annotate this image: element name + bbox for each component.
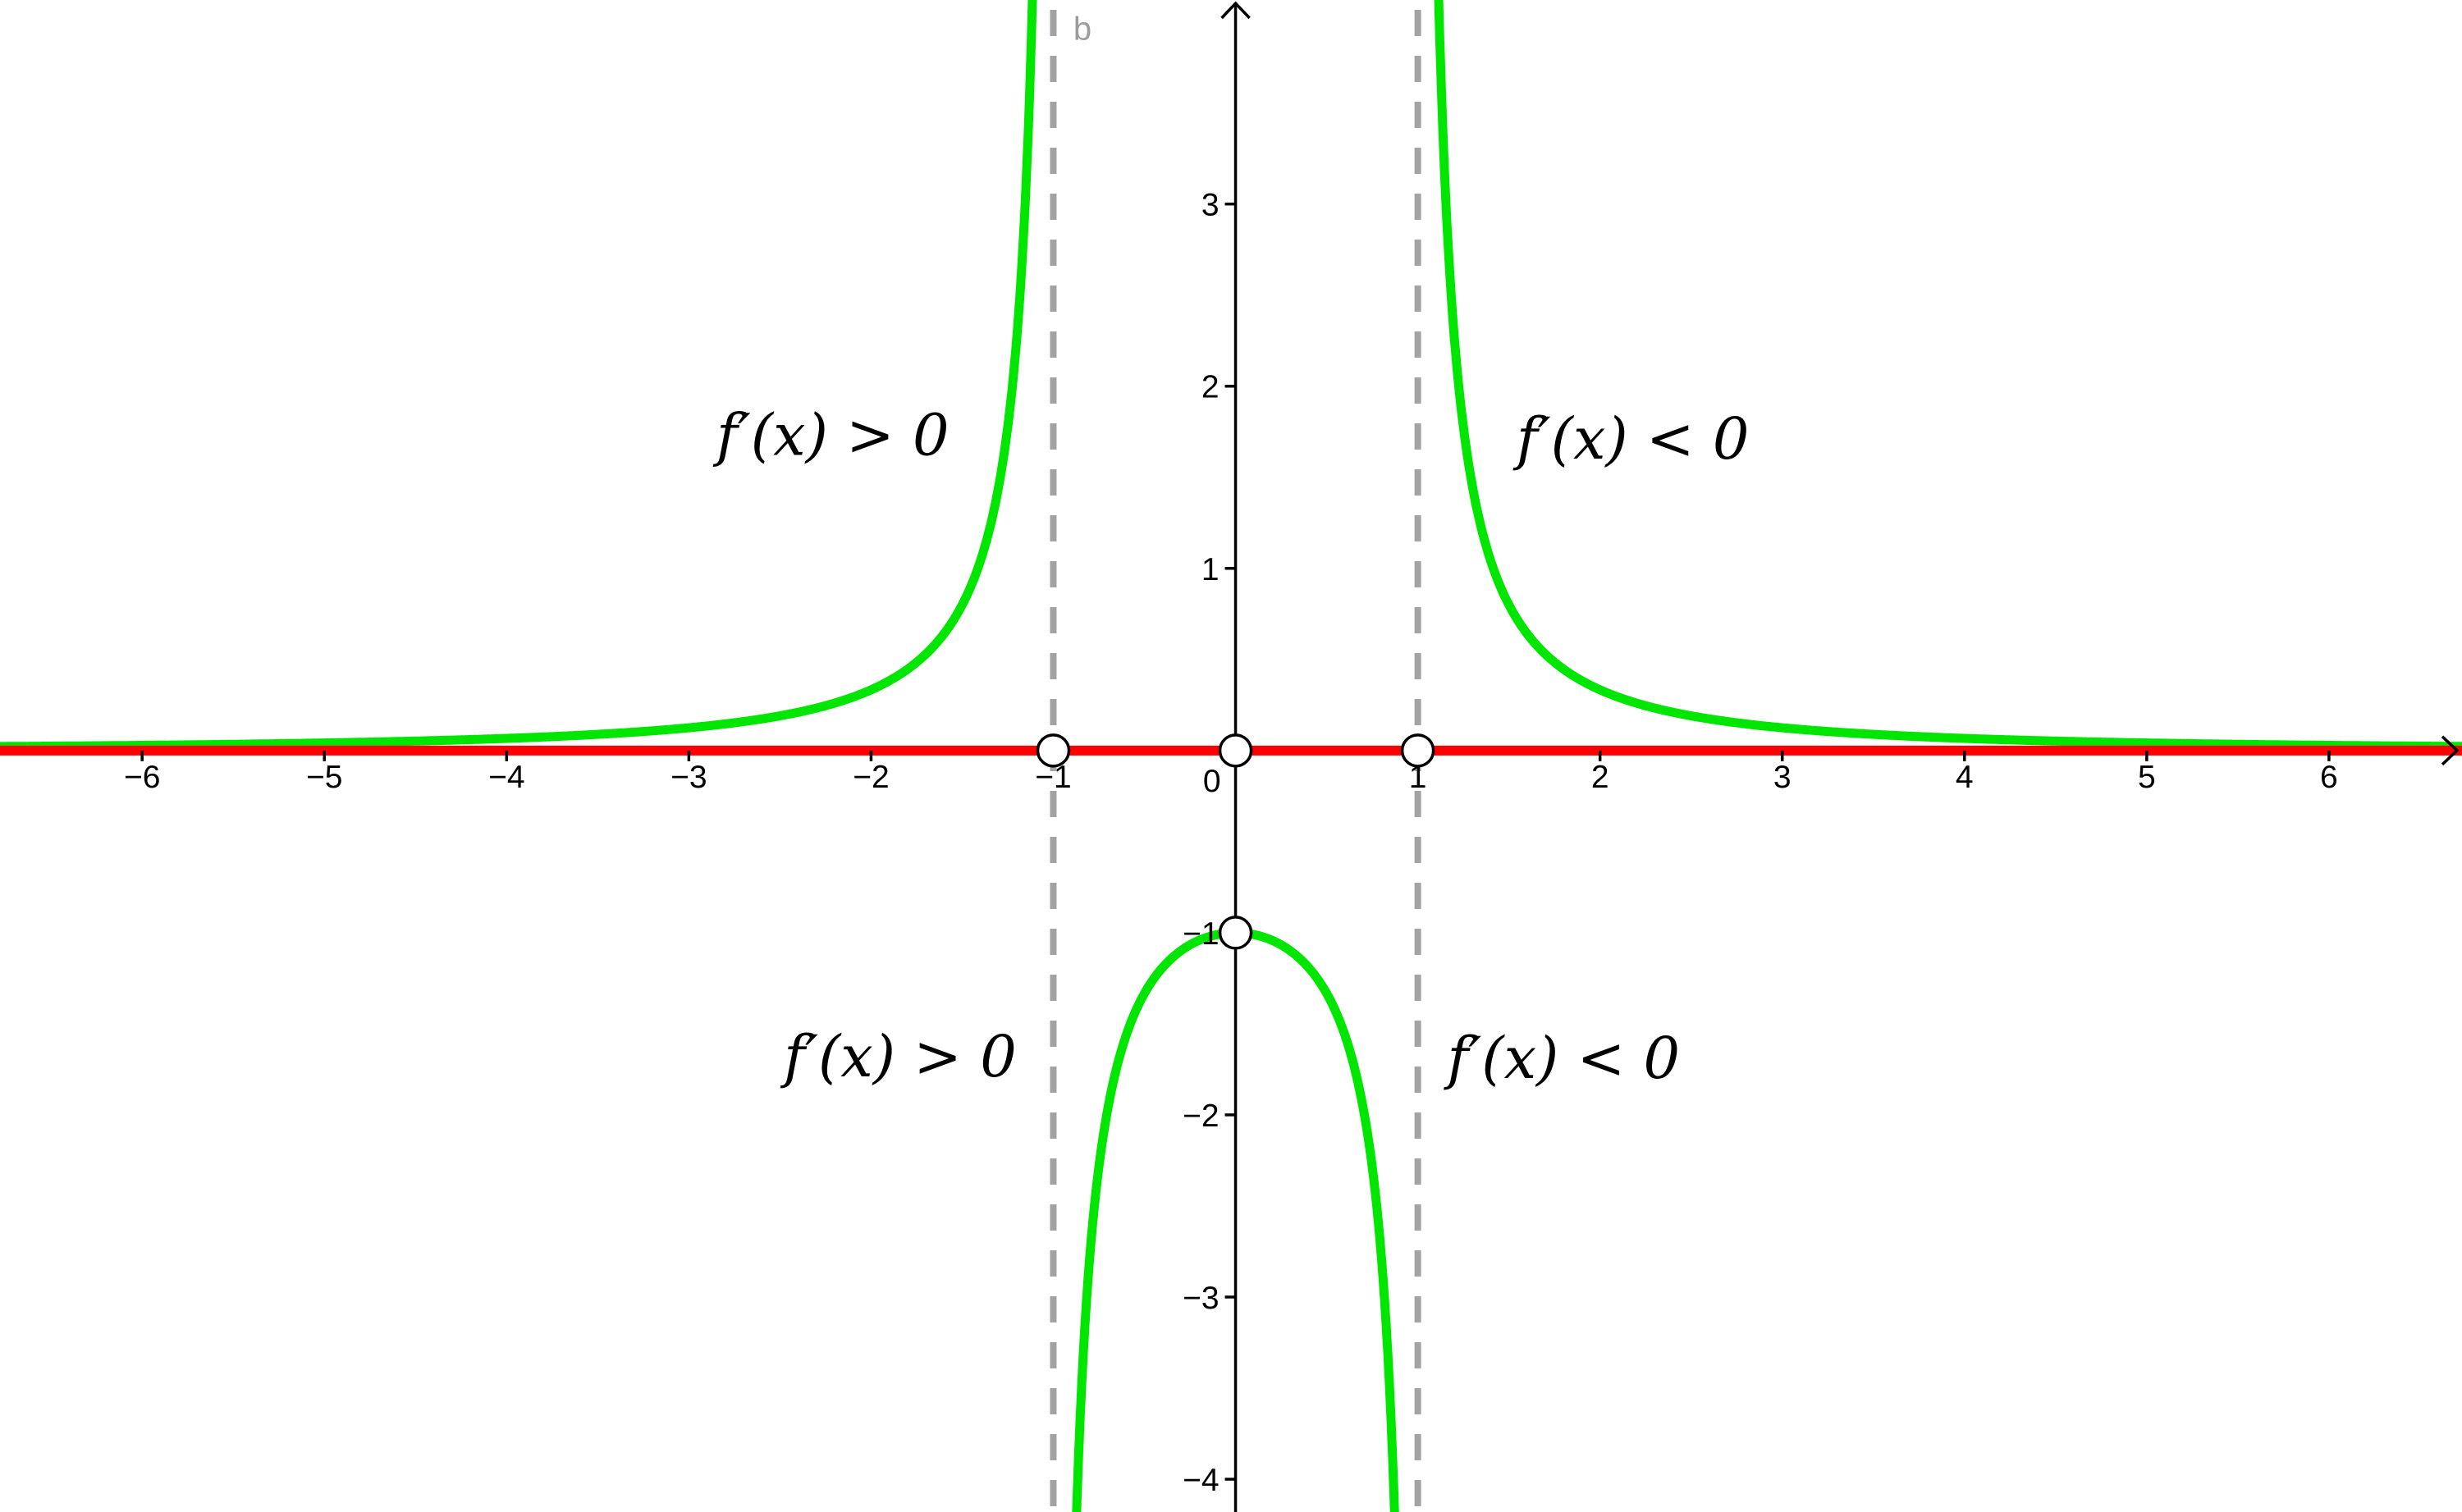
open-point-0-0[interactable] [1218, 733, 1253, 768]
derivative-sign-label-2: f′(x) > 0 [780, 1023, 1017, 1090]
y-axis-label-2: 2 [1201, 370, 1220, 405]
tick-labels-layer: −6 −5 −4 −3 −2 −1 0 1 2 3 4 5 6 3 2 1 −1 −2 −3 −4 [124, 188, 2338, 1498]
open-point--1-0[interactable] [1036, 733, 1071, 768]
open-point-1-0[interactable] [1400, 733, 1435, 768]
x-axis-label--3: −3 [670, 760, 707, 795]
derivative-sign-label-3: f′(x) < 0 [1443, 1025, 1680, 1092]
x-axis-label-3: 3 [1773, 760, 1792, 795]
y-axis-arrow-icon [1220, 1, 1251, 20]
x-axis-label-4: 4 [1956, 760, 1974, 795]
function-curve-branch-2[interactable] [1418, 0, 2462, 751]
derivative-sign-label-1: f′(x) < 0 [1512, 405, 1750, 473]
x-axis-arrow-icon [2441, 735, 2460, 766]
y-axis-label--3: −3 [1183, 1281, 1219, 1316]
x-axis-label--4: −4 [488, 760, 524, 795]
x-axis-label-2: 2 [1591, 760, 1609, 795]
x-axis-label-1: 1 [1409, 760, 1427, 795]
y-axis-label-3: 3 [1201, 188, 1220, 223]
y-axis-label--4: −4 [1183, 1463, 1219, 1498]
points-layer [1036, 733, 1435, 950]
y-axis-label-1: 1 [1201, 552, 1220, 587]
x-axis-label--1: −1 [1035, 760, 1071, 795]
y-axis-label--1: −1 [1183, 916, 1219, 952]
x-axis-label--5: −5 [306, 760, 342, 795]
x-axis-label--2: −2 [853, 760, 889, 795]
x-axis-label--6: −6 [124, 760, 160, 795]
curve-name-label[interactable]: b [1073, 11, 1091, 47]
axes-layer [140, 1, 2460, 1512]
derivative-sign-label-0: f′(x) > 0 [712, 402, 950, 469]
y-axis-label--2: −2 [1183, 1099, 1219, 1134]
open-point-0--1[interactable] [1218, 916, 1253, 950]
function-curve-branch-0[interactable] [0, 0, 1053, 751]
x-axis-label-6: 6 [2320, 760, 2338, 795]
x-axis-label-0: 0 [1203, 764, 1221, 799]
x-axis-label-5: 5 [2138, 760, 2156, 795]
annotations-layer: f′(x) > 0 f′(x) < 0 f′(x) > 0 f′(x) < 0 b [712, 11, 1749, 1092]
